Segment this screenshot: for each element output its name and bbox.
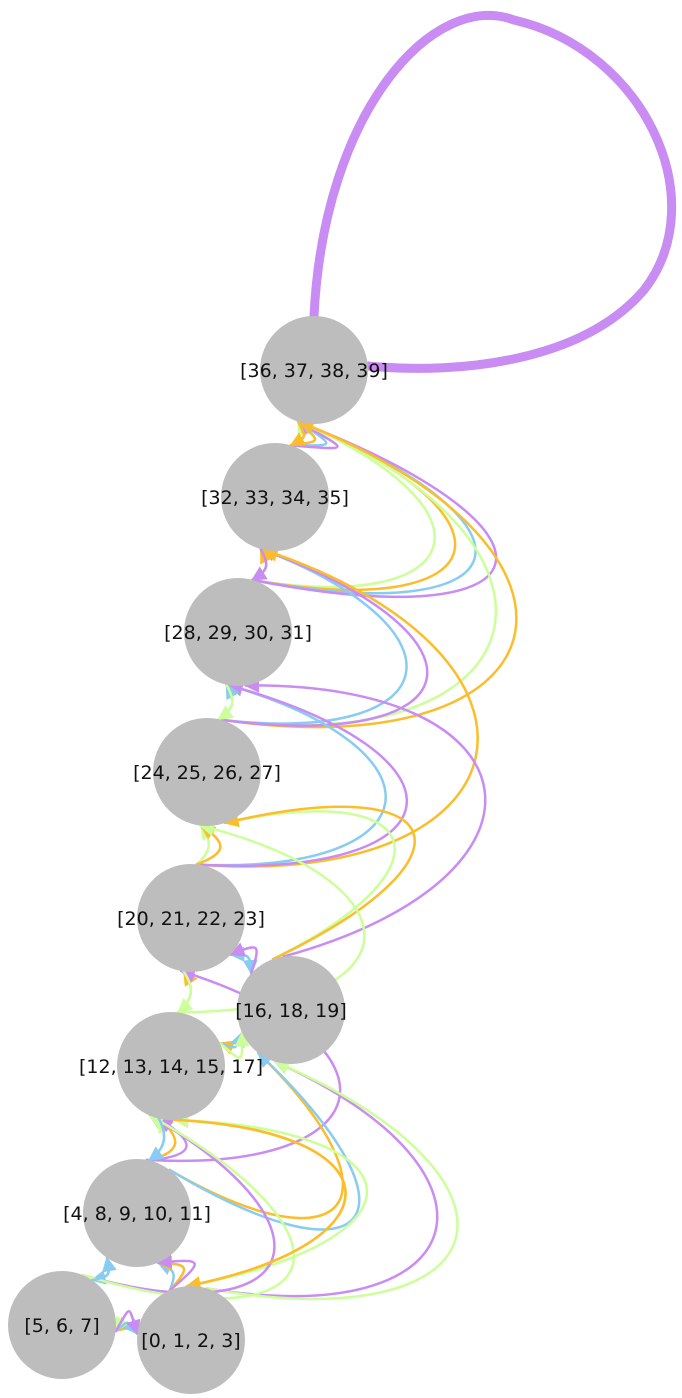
node-label: [24, 25, 26, 27] bbox=[133, 762, 281, 784]
edge-n0-to-n16-green bbox=[205, 1060, 459, 1301]
edge-n16-to-n20-purple bbox=[229, 942, 258, 975]
node-label: [36, 37, 38, 39] bbox=[240, 360, 388, 382]
edge-n24-to-n32-blue bbox=[218, 547, 408, 725]
node-circle bbox=[237, 956, 345, 1064]
edge-n0-to-n4-purple bbox=[156, 1253, 196, 1292]
edge-n28-to-n36-green bbox=[251, 420, 436, 589]
node-24-27[interactable]: [24, 25, 26, 27] bbox=[133, 718, 281, 826]
edge-n24-to-n32-purple bbox=[218, 547, 429, 727]
node-12-17[interactable]: [12, 13, 14, 15, 17] bbox=[79, 1012, 263, 1120]
node-circle bbox=[184, 578, 292, 686]
edge-n20-to-n12-green bbox=[176, 970, 194, 1014]
node-circle bbox=[117, 1012, 225, 1120]
node-16-19[interactable]: [16, 18, 19] bbox=[235, 956, 347, 1064]
edge-n28-to-n36-purple bbox=[251, 419, 498, 599]
node-label: [16, 18, 19] bbox=[235, 1000, 347, 1022]
edge-n20-to-n24-green bbox=[195, 824, 216, 866]
node-layer: [36, 37, 38, 39] [32, 33, 34, 35] [28, 2… bbox=[8, 316, 388, 1394]
node-circle bbox=[221, 443, 329, 551]
node-label: [4, 8, 9, 10, 11] bbox=[63, 1203, 211, 1225]
node-20-23[interactable]: [20, 21, 22, 23] bbox=[117, 864, 265, 972]
edge-n28-to-n24-green bbox=[217, 683, 235, 721]
edge-layer bbox=[81, 10, 677, 1336]
edge-n16-to-n24-orange bbox=[223, 805, 416, 961]
edge-n0-to-n4-blue bbox=[156, 1261, 175, 1292]
edge-n4-to-n16-blue bbox=[168, 1051, 361, 1231]
node-label: [32, 33, 34, 35] bbox=[201, 487, 349, 509]
edge-n36-to-n32-orange bbox=[289, 420, 307, 447]
node-28-31[interactable]: [28, 29, 30, 31] bbox=[164, 578, 312, 686]
node-0-3[interactable]: [0, 1, 2, 3] bbox=[137, 1286, 245, 1394]
edge-n20-to-n28-purple bbox=[198, 681, 408, 867]
node-5-7[interactable]: [5, 6, 7] bbox=[8, 1271, 116, 1379]
edge-n4-to-n16-orange bbox=[168, 1051, 345, 1220]
edge-n0-to-n16-purple bbox=[205, 1060, 439, 1298]
node-32-35[interactable]: [32, 33, 34, 35] bbox=[201, 443, 349, 551]
node-circle bbox=[8, 1271, 116, 1379]
edge-n12-to-n16-green bbox=[218, 1031, 250, 1059]
edge-n20-to-n32-orange bbox=[200, 547, 479, 868]
edge-n0-to-n12-green bbox=[173, 1112, 369, 1288]
node-circle bbox=[260, 316, 368, 424]
edge-n32-to-n28-purple bbox=[250, 547, 268, 582]
node-circle bbox=[153, 718, 261, 826]
node-label: [28, 29, 30, 31] bbox=[164, 622, 312, 644]
node-36-39[interactable]: [36, 37, 38, 39] bbox=[240, 316, 388, 424]
node-label: [0, 1, 2, 3] bbox=[141, 1330, 240, 1352]
node-label: [12, 13, 14, 15, 17] bbox=[79, 1056, 263, 1078]
edge-n24-to-n36-orange bbox=[219, 420, 518, 729]
edge-n12-to-n4-blue bbox=[147, 1117, 166, 1162]
edge-n16-to-n20-blue bbox=[229, 946, 253, 975]
edge-n12-to-n0-orange bbox=[173, 1118, 347, 1291]
edge-n36-to-n36-purple bbox=[309, 10, 677, 373]
node-label: [5, 6, 7] bbox=[24, 1315, 99, 1337]
node-circle bbox=[137, 1286, 245, 1394]
edge-n16-to-n24-green bbox=[223, 810, 396, 961]
edge-n5-to-n4-blue bbox=[90, 1256, 117, 1282]
edge-n5-to-n0-purple bbox=[114, 1310, 141, 1336]
node-4-11[interactable]: [4, 8, 9, 10, 11] bbox=[63, 1159, 211, 1267]
node-circle bbox=[83, 1159, 191, 1267]
node-circle bbox=[137, 864, 245, 972]
edge-n20-to-n28-blue bbox=[198, 681, 387, 867]
node-label: [20, 21, 22, 23] bbox=[117, 908, 265, 930]
edge-n16-to-n28-purple bbox=[243, 677, 487, 958]
